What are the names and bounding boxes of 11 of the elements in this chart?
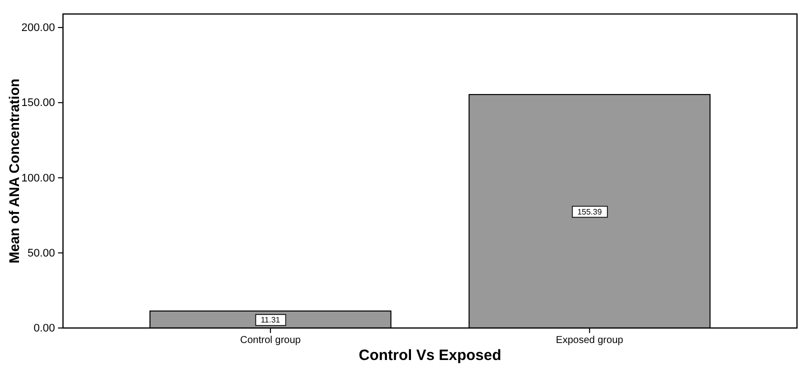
x-tick-label: Exposed group (556, 335, 624, 346)
y-tick-label: 0.00 (34, 322, 55, 335)
x-axis-title: Control Vs Exposed (358, 347, 502, 364)
data-label: 155.39 (577, 207, 602, 216)
y-tick-label: 100.00 (21, 172, 55, 184)
y-tick-label: 50.00 (27, 247, 55, 260)
y-tick-label: 150.00 (21, 97, 55, 110)
y-tick-label: 200.00 (21, 22, 55, 34)
y-axis-title: Mean of ANA Concentration (6, 78, 22, 264)
x-tick-label: Control group (240, 335, 302, 346)
data-label: 11.31 (260, 316, 281, 325)
